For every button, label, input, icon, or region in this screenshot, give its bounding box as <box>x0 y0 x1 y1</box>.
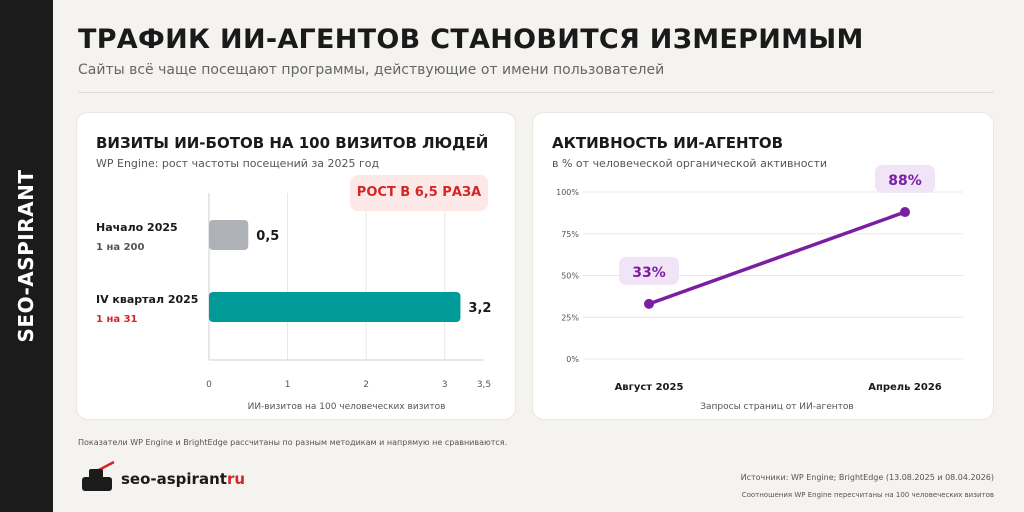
bar <box>209 220 249 250</box>
y-tick-label: 0% <box>566 355 579 364</box>
brand-logo-text[interactable]: seo-aspirantru <box>121 470 245 488</box>
category-note: 1 на 200 <box>96 242 144 253</box>
recalc-note: Соотношения WP Engine пересчитаны на 100… <box>741 491 994 499</box>
x-tick-label: 3 <box>442 380 448 390</box>
line-chart: 0% 25% 50% 75% 100% 33% Август 2025 88% Апрель 2… <box>556 165 963 412</box>
y-tick-label: 100% <box>556 188 579 197</box>
value-label-bg <box>875 165 935 194</box>
divider <box>78 92 994 93</box>
side-label: SEO-ASPIRANT <box>14 169 38 343</box>
x-tick-label: 3,5 <box>477 380 491 390</box>
bar-chart-card: ВИЗИТЫ ИИ-БОТОВ НА 100 ВИЗИТОВ ЛЮДЕЙ WP … <box>76 112 516 420</box>
category-label: Начало 2025 <box>96 221 178 234</box>
brand-tld: ru <box>226 470 246 488</box>
tank-logo-icon <box>82 460 115 491</box>
line-chart-subtitle: в % от человеческой органической активно… <box>552 157 828 170</box>
x-tick-label: 0 <box>206 380 212 390</box>
bar-value-label: 3,2 <box>468 301 491 316</box>
bar-chart-title: ВИЗИТЫ ИИ-БОТОВ НА 100 ВИЗИТОВ ЛЮДЕЙ <box>96 134 489 152</box>
growth-badge: РОСТ В 6,5 РАЗА <box>350 175 488 211</box>
page-subtitle: Сайты всё чаще посещают программы, дейст… <box>78 62 665 78</box>
data-point <box>900 207 910 218</box>
x-axis-title: Запросы страниц от ИИ-агентов <box>700 402 853 412</box>
x-tick-label: Август 2025 <box>615 382 684 393</box>
x-tick-label: 2 <box>363 380 369 390</box>
category-label: IV квартал 2025 <box>96 293 198 306</box>
line-chart-title: АКТИВНОСТЬ ИИ-АГЕНТОВ <box>552 134 784 152</box>
series-line <box>647 210 907 306</box>
x-axis-title: ИИ-визитов на 100 человеческих визитов <box>248 402 446 412</box>
footnote: Показатели WP Engine и BrightEdge рассчи… <box>78 438 508 447</box>
y-tick-label: 25% <box>561 313 579 322</box>
bar-chart-subtitle: WP Engine: рост частоты посещений за 202… <box>96 157 380 170</box>
sources: Источники: WP Engine; BrightEdge (13.08.… <box>740 473 994 482</box>
line-chart-card: АКТИВНОСТЬ ИИ-АГЕНТОВ в % от человеческо… <box>532 112 994 420</box>
bar-value-label: 0,5 <box>256 229 279 244</box>
x-tick-label: 1 <box>285 380 291 390</box>
category-note: 1 на 31 <box>96 314 138 325</box>
value-label: 33% <box>632 265 666 281</box>
page-title: ТРАФИК ИИ-АГЕНТОВ СТАНОВИТСЯ ИЗМЕРИМЫМ <box>78 24 864 55</box>
bar <box>209 292 461 322</box>
value-label-bg <box>619 256 679 285</box>
side-band: SEO-ASPIRANT <box>0 0 53 512</box>
bar-chart: 0 1 2 3 3,5 0,5 Начало 2025 1 на 200 3,2 IV кварт… <box>96 193 491 412</box>
y-tick-label: 75% <box>561 230 579 239</box>
y-tick-label: 50% <box>561 272 579 281</box>
x-tick-label: Апрель 2026 <box>868 382 942 393</box>
brand-name: seo-aspirant <box>121 470 227 488</box>
data-point <box>644 298 654 309</box>
value-label: 88% <box>888 173 922 189</box>
